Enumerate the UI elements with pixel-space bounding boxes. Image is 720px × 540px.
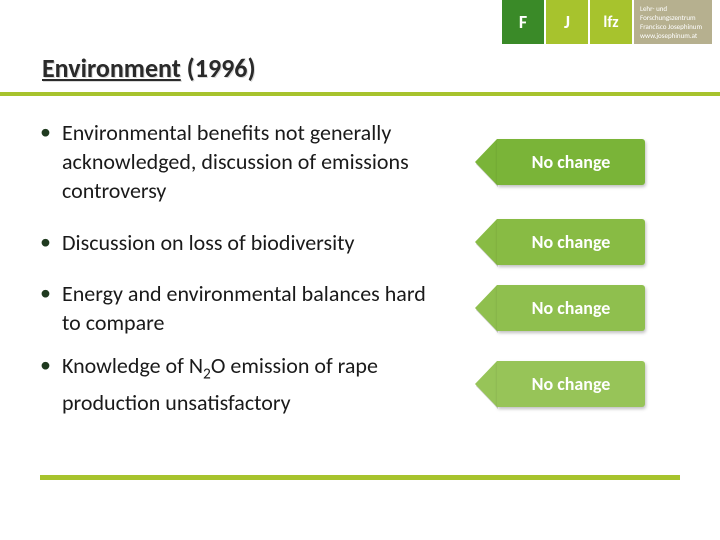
title-word: Environment (42, 52, 181, 84)
logo-letter-j: J (546, 0, 590, 44)
tag-arrow-icon (475, 139, 497, 185)
logo-line-2: Francisco Josephinum (640, 22, 706, 31)
logo-lfz: lfz (590, 0, 634, 44)
bullet-text: Knowledge of N2O emission of rape produc… (62, 351, 440, 417)
tag-arrow-icon (475, 285, 497, 331)
bullet-text: Energy and environmental balances hard t… (62, 279, 440, 337)
bullet-text: Environmental benefits not generally ack… (62, 118, 440, 205)
tag-column: No change (440, 139, 680, 185)
bullet-marker-icon: • (40, 279, 62, 307)
tag-column: No change (440, 219, 680, 265)
bullet-item: • Environmental benefits not generally a… (40, 118, 440, 205)
status-tag: No change (475, 361, 645, 407)
logo-letter-f: F (502, 0, 546, 44)
logo-sidebar-text: Lehr- und Forschungszentrum Francisco Jo… (634, 0, 712, 44)
logo-line-1: Lehr- und Forschungszentrum (640, 4, 706, 22)
tag-label: No change (497, 139, 645, 185)
status-tag: No change (475, 285, 645, 331)
status-tag: No change (475, 219, 645, 265)
content-row: • Energy and environmental balances hard… (40, 279, 680, 337)
logo-url: www.josephinum.at (640, 31, 706, 40)
bullet-marker-icon: • (40, 351, 62, 379)
title-year: (1996) (187, 52, 256, 84)
bullet-marker-icon: • (40, 228, 62, 256)
footer-divider (40, 475, 680, 480)
content-row: • Knowledge of N2O emission of rape prod… (40, 351, 680, 417)
slide: F J lfz Lehr- und Forschungszentrum Fran… (0, 0, 720, 540)
tag-arrow-icon (475, 219, 497, 265)
tag-label: No change (497, 361, 645, 407)
bullet-item: • Energy and environmental balances hard… (40, 279, 440, 337)
content-area: • Environmental benefits not generally a… (40, 118, 680, 431)
tag-label: No change (497, 285, 645, 331)
content-row: • Environmental benefits not generally a… (40, 118, 680, 205)
tag-column: No change (440, 361, 680, 407)
page-title: Environment (1996) (42, 52, 256, 84)
bullet-text: Discussion on loss of biodiversity (62, 228, 440, 257)
content-row: • Discussion on loss of biodiversity No … (40, 219, 680, 265)
bullet-marker-icon: • (40, 118, 62, 146)
status-tag: No change (475, 139, 645, 185)
bullet-item: • Knowledge of N2O emission of rape prod… (40, 351, 440, 417)
title-divider (0, 92, 720, 96)
tag-label: No change (497, 219, 645, 265)
tag-arrow-icon (475, 361, 497, 407)
header-logo: F J lfz Lehr- und Forschungszentrum Fran… (502, 0, 712, 44)
tag-column: No change (440, 285, 680, 331)
bullet-item: • Discussion on loss of biodiversity (40, 228, 440, 257)
